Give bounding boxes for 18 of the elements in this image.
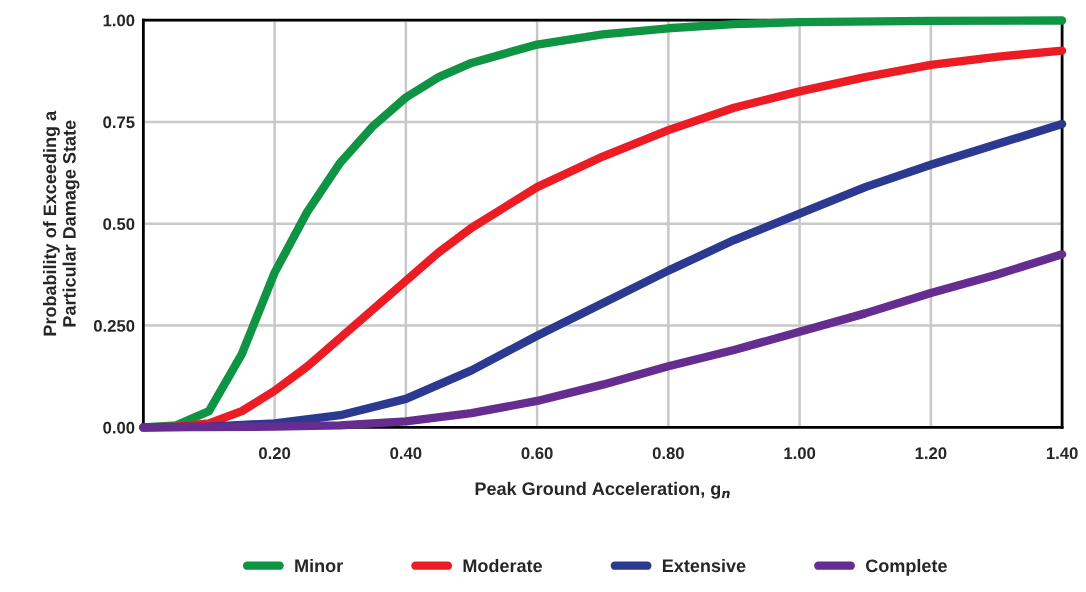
x-tick-label: 1.40 [1046, 447, 1078, 460]
x-tick-label: 1.00 [784, 447, 816, 460]
y-tick-label: 0.50 [103, 218, 135, 230]
y-tick-label: 1.00 [103, 14, 135, 27]
x-tick-label: 1.20 [915, 447, 947, 460]
y-tick-label: 0.00 [103, 421, 135, 434]
y-tick-label: 0.75 [103, 116, 135, 129]
y-axis-title: Probability of Exceeding a Particular Damage State [42, 110, 80, 336]
x-tick-label: 0.20 [259, 447, 291, 460]
legend-label: Minor [295, 558, 343, 573]
legend-label: Complete [865, 558, 947, 576]
y-tick-label: 0.250 [93, 320, 135, 332]
x-tick-label: 0.40 [390, 447, 422, 460]
x-tick-label: 0.60 [521, 447, 553, 460]
x-tick-label: 0.80 [652, 447, 684, 460]
legend-label: Moderate [463, 558, 542, 573]
x-axis-title: Peak Ground Acceleration, g$_{n}$ [475, 481, 730, 499]
legend-label: Extensive [662, 558, 746, 573]
